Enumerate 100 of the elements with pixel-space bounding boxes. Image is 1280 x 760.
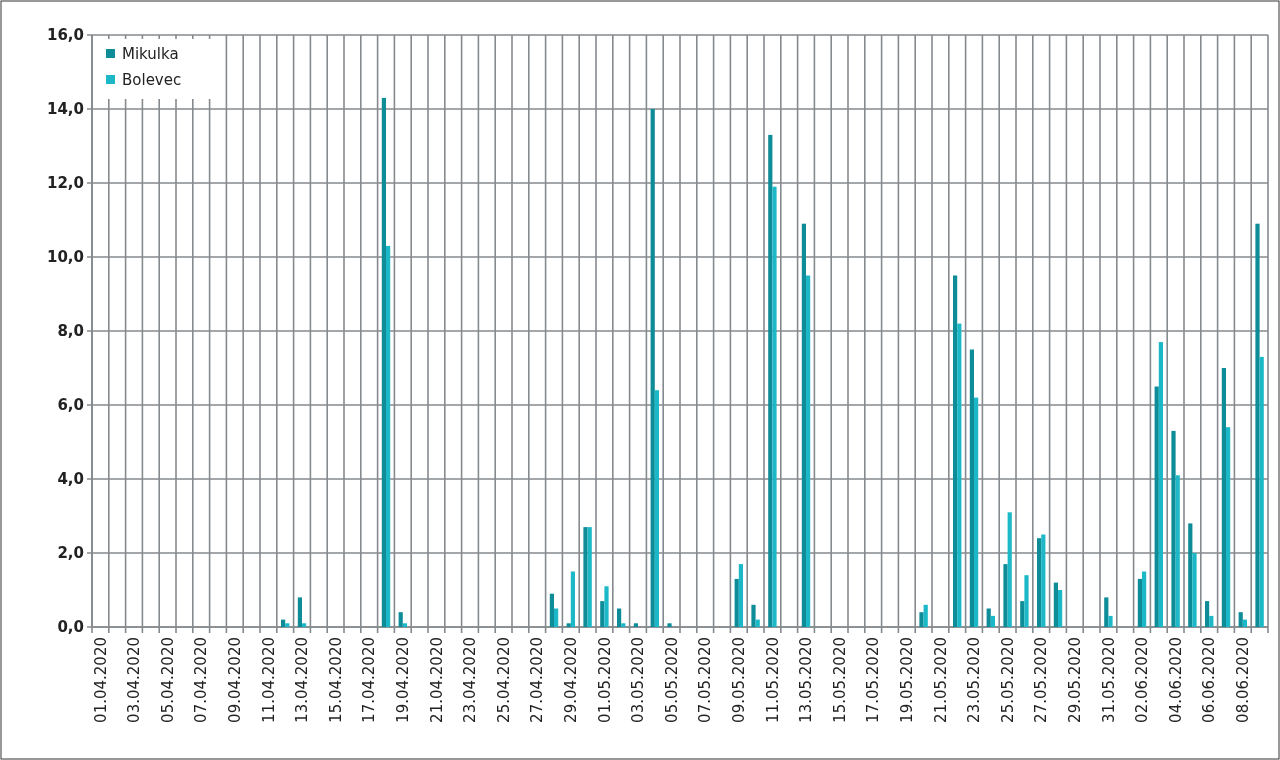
bar bbox=[1007, 512, 1012, 627]
x-tick-label: 15.04.2020 bbox=[326, 637, 345, 723]
x-tick-label: 03.05.2020 bbox=[629, 637, 648, 723]
x-tick-label: 23.05.2020 bbox=[965, 637, 984, 723]
x-tick-label: 21.04.2020 bbox=[427, 637, 446, 723]
bar bbox=[1053, 582, 1058, 627]
bar bbox=[1175, 475, 1180, 627]
bar bbox=[1108, 615, 1113, 627]
x-tick-label: 11.04.2020 bbox=[259, 637, 278, 723]
x-tick-label: 02.06.2020 bbox=[1133, 637, 1152, 723]
x-tick-label: 17.05.2020 bbox=[864, 637, 883, 723]
x-tick-label: 29.05.2020 bbox=[1066, 637, 1085, 723]
bar bbox=[1209, 615, 1214, 627]
bar bbox=[1154, 386, 1159, 627]
bar bbox=[1205, 601, 1210, 627]
y-tick-label: 6,0 bbox=[57, 396, 84, 415]
bar bbox=[1058, 590, 1063, 627]
bar bbox=[1259, 356, 1264, 627]
y-tick-label: 16,0 bbox=[46, 26, 84, 45]
x-tick-label: 05.04.2020 bbox=[158, 637, 177, 723]
bar bbox=[570, 571, 575, 627]
bar bbox=[768, 134, 773, 627]
bar bbox=[566, 623, 571, 627]
bar bbox=[650, 109, 655, 627]
x-tick-label: 06.06.2020 bbox=[1200, 637, 1219, 723]
x-tick-label: 03.04.2020 bbox=[125, 637, 144, 723]
bar bbox=[1024, 575, 1029, 627]
x-tick-label: 13.04.2020 bbox=[293, 637, 312, 723]
bar bbox=[1041, 534, 1046, 627]
bar bbox=[281, 619, 286, 627]
x-tick-label: 07.04.2020 bbox=[192, 637, 211, 723]
bar bbox=[738, 564, 743, 627]
bar bbox=[654, 390, 659, 627]
bar bbox=[923, 604, 928, 627]
bar bbox=[402, 623, 407, 627]
x-tick-label: 31.05.2020 bbox=[1099, 637, 1118, 723]
bar bbox=[974, 397, 979, 627]
bar bbox=[583, 527, 588, 627]
bar bbox=[617, 608, 622, 627]
x-tick-label: 05.05.2020 bbox=[662, 637, 681, 723]
x-tick-label: 29.04.2020 bbox=[562, 637, 581, 723]
bar bbox=[1137, 578, 1142, 627]
bar bbox=[621, 623, 626, 627]
bar bbox=[633, 623, 638, 627]
y-tick-label: 14,0 bbox=[46, 100, 84, 119]
bar bbox=[381, 97, 386, 627]
y-tick-label: 8,0 bbox=[57, 322, 84, 341]
bar bbox=[1226, 427, 1231, 627]
y-tick-label: 12,0 bbox=[46, 174, 84, 193]
bar bbox=[990, 615, 995, 627]
bar bbox=[549, 593, 554, 627]
bar bbox=[398, 612, 403, 627]
y-tick-label: 0,0 bbox=[57, 618, 84, 637]
bar bbox=[600, 601, 605, 627]
bar bbox=[1037, 538, 1042, 627]
bar bbox=[604, 586, 609, 627]
x-tick-label: 19.04.2020 bbox=[394, 637, 413, 723]
x-tick-label: 09.05.2020 bbox=[730, 637, 749, 723]
x-tick-label: 04.06.2020 bbox=[1166, 637, 1185, 723]
x-tick-label: 08.06.2020 bbox=[1234, 637, 1253, 723]
bar bbox=[1003, 564, 1008, 627]
x-tick-label: 17.04.2020 bbox=[360, 637, 379, 723]
x-tick-label: 19.05.2020 bbox=[898, 637, 917, 723]
bar bbox=[1255, 223, 1260, 627]
bar bbox=[751, 604, 756, 627]
x-tick-label: 27.05.2020 bbox=[1032, 637, 1051, 723]
x-tick-label: 21.05.2020 bbox=[931, 637, 950, 723]
bar bbox=[302, 623, 307, 627]
bar bbox=[772, 186, 777, 627]
x-tick-label: 13.05.2020 bbox=[797, 637, 816, 723]
bar bbox=[806, 275, 811, 627]
bar bbox=[734, 578, 739, 627]
bar bbox=[1221, 368, 1226, 627]
x-tick-label: 11.05.2020 bbox=[763, 637, 782, 723]
bar bbox=[386, 245, 391, 627]
bar bbox=[1104, 597, 1109, 627]
x-tick-label: 15.05.2020 bbox=[830, 637, 849, 723]
bar bbox=[1020, 601, 1025, 627]
y-tick-label: 4,0 bbox=[57, 470, 84, 489]
bar bbox=[957, 323, 962, 627]
x-tick-label: 25.04.2020 bbox=[494, 637, 513, 723]
bar bbox=[297, 597, 302, 627]
bar bbox=[986, 608, 991, 627]
bar bbox=[969, 349, 974, 627]
x-tick-label: 27.04.2020 bbox=[528, 637, 547, 723]
bar bbox=[755, 619, 760, 627]
bar bbox=[1188, 523, 1193, 627]
y-tick-label: 10,0 bbox=[46, 248, 84, 267]
bar bbox=[587, 527, 592, 627]
legend-label: Mikulka bbox=[122, 44, 179, 63]
bar bbox=[1192, 553, 1197, 627]
x-tick-label: 07.05.2020 bbox=[696, 637, 715, 723]
x-tick-label: 01.04.2020 bbox=[91, 637, 110, 723]
legend-label: Bolevec bbox=[122, 70, 182, 89]
bar bbox=[1142, 571, 1147, 627]
bar bbox=[1171, 430, 1176, 627]
x-tick-label: 23.04.2020 bbox=[461, 637, 480, 723]
x-tick-label: 09.04.2020 bbox=[226, 637, 245, 723]
y-tick-label: 2,0 bbox=[57, 544, 84, 563]
x-tick-label: 25.05.2020 bbox=[998, 637, 1017, 723]
